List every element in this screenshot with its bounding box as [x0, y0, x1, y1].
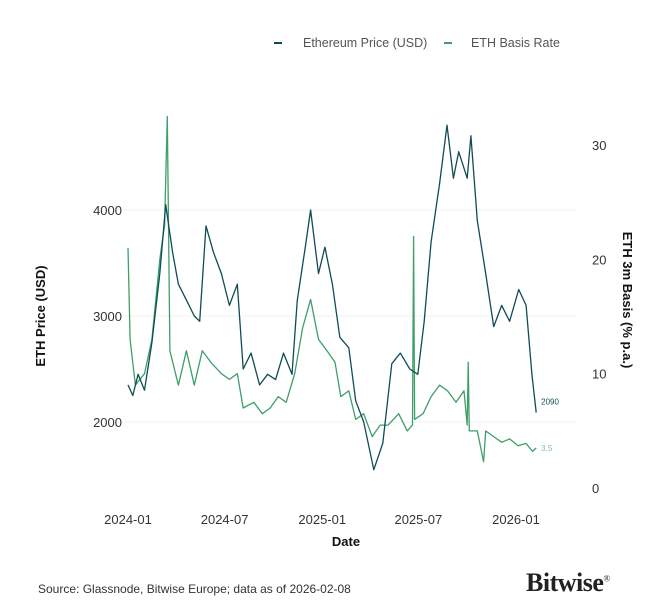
bitwise-logo: Bitwise® — [526, 568, 610, 597]
y-right-axis-title: ETH 3m Basis (% p.a.) — [620, 232, 635, 369]
y-left-tick-label: 3000 — [93, 309, 122, 324]
y-right-tick-label: 10 — [592, 367, 606, 382]
x-tick-label: 2025-01 — [298, 512, 346, 527]
y-right-ticks: 0 10 20 30 — [592, 138, 606, 496]
legend-label-basis: ETH Basis Rate — [471, 36, 560, 50]
x-ticks: 2024-01 2024-07 2025-01 2025-07 2026-01 — [104, 512, 540, 527]
y-left-tick-label: 2000 — [93, 415, 122, 430]
y-left-axis-title: ETH Price (USD) — [33, 265, 48, 366]
legend-label-price: Ethereum Price (USD) — [303, 36, 427, 50]
x-tick-label: 2024-01 — [104, 512, 152, 527]
y-left-ticks: 2000 3000 4000 — [93, 203, 122, 430]
x-tick-label: 2025-07 — [394, 512, 442, 527]
price-line — [127, 124, 537, 471]
end-label-price: 2090 — [541, 397, 559, 406]
source-note: Source: Glassnode, Bitwise Europe; data … — [38, 582, 351, 596]
y-right-tick-label: 30 — [592, 138, 606, 153]
x-tick-label: 2024-07 — [201, 512, 249, 527]
basis-line — [127, 115, 537, 463]
legend: Ethereum Price (USD) ETH Basis Rate — [274, 36, 560, 50]
series-lines — [127, 115, 537, 471]
y-right-tick-label: 0 — [592, 481, 599, 496]
y-left-tick-label: 4000 — [93, 203, 122, 218]
x-axis-title: Date — [332, 534, 360, 549]
logo-text: Bitwise — [526, 568, 604, 597]
y-right-tick-label: 20 — [592, 252, 606, 267]
end-label-basis: 3.5 — [541, 444, 553, 453]
grid — [120, 209, 575, 423]
x-tick-label: 2026-01 — [492, 512, 540, 527]
